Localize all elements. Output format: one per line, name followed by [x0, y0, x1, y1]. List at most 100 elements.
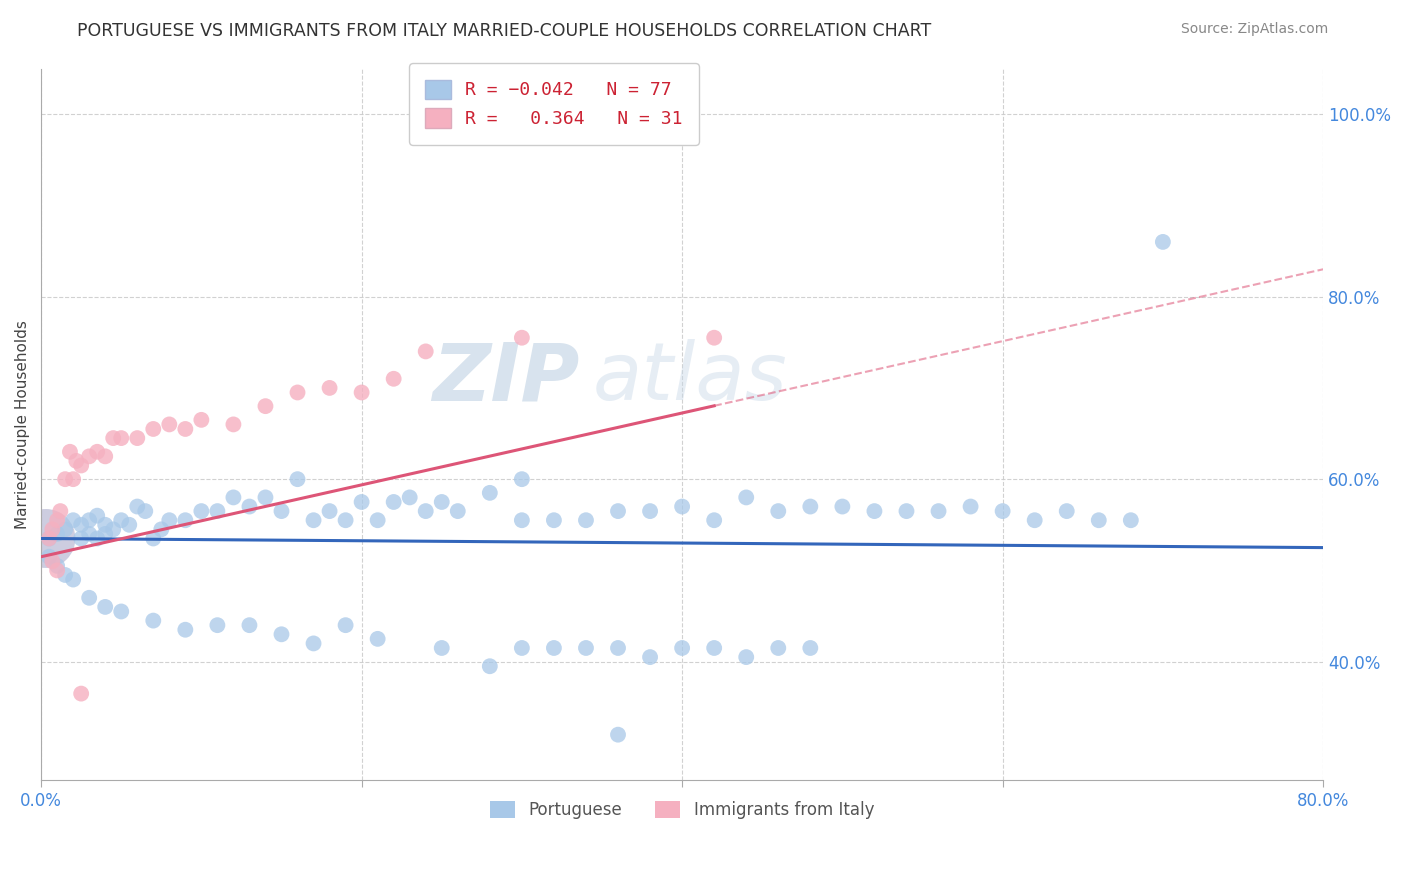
Point	[222, 417, 245, 432]
Point	[318, 381, 340, 395]
Point	[543, 513, 565, 527]
Point	[350, 385, 373, 400]
Point	[110, 605, 132, 619]
Point	[49, 504, 72, 518]
Point	[94, 517, 117, 532]
Point	[174, 623, 197, 637]
Point	[94, 527, 117, 541]
Point	[110, 431, 132, 445]
Point	[59, 444, 82, 458]
Point	[254, 399, 277, 413]
Point	[65, 454, 87, 468]
Point	[318, 504, 340, 518]
Point	[174, 422, 197, 436]
Point	[638, 650, 661, 665]
Point	[142, 614, 165, 628]
Point	[575, 640, 598, 655]
Point	[207, 504, 229, 518]
Point	[543, 640, 565, 655]
Point	[335, 618, 357, 632]
Point	[607, 504, 630, 518]
Point	[103, 522, 125, 536]
Point	[367, 513, 389, 527]
Point	[86, 444, 108, 458]
Point	[174, 513, 197, 527]
Point	[430, 640, 453, 655]
Point	[41, 522, 63, 536]
Point	[110, 513, 132, 527]
Point	[735, 491, 758, 505]
Point	[35, 532, 58, 546]
Point	[38, 549, 60, 564]
Point	[53, 522, 76, 536]
Point	[510, 640, 533, 655]
Point	[335, 513, 357, 527]
Point	[41, 554, 63, 568]
Point	[207, 618, 229, 632]
Point	[46, 558, 69, 573]
Point	[70, 458, 93, 473]
Point	[991, 504, 1014, 518]
Point	[62, 472, 84, 486]
Point	[1152, 235, 1174, 249]
Text: ZIP: ZIP	[432, 339, 579, 417]
Point	[38, 532, 60, 546]
Point	[671, 640, 693, 655]
Point	[270, 504, 292, 518]
Point	[38, 532, 60, 546]
Point	[768, 640, 790, 655]
Text: Source: ZipAtlas.com: Source: ZipAtlas.com	[1181, 22, 1329, 37]
Point	[382, 495, 405, 509]
Point	[398, 491, 420, 505]
Point	[863, 504, 886, 518]
Point	[799, 640, 821, 655]
Point	[118, 517, 141, 532]
Point	[70, 687, 93, 701]
Point	[190, 504, 212, 518]
Point	[287, 472, 309, 486]
Point	[799, 500, 821, 514]
Point	[46, 563, 69, 577]
Point	[142, 422, 165, 436]
Point	[367, 632, 389, 646]
Point	[103, 431, 125, 445]
Point	[70, 532, 93, 546]
Point	[157, 417, 180, 432]
Point	[478, 486, 501, 500]
Point	[302, 513, 325, 527]
Point	[510, 472, 533, 486]
Point	[447, 504, 470, 518]
Point	[86, 532, 108, 546]
Point	[190, 413, 212, 427]
Point	[703, 513, 725, 527]
Point	[607, 728, 630, 742]
Point	[430, 495, 453, 509]
Point	[1087, 513, 1109, 527]
Point	[703, 640, 725, 655]
Point	[142, 532, 165, 546]
Point	[157, 513, 180, 527]
Point	[510, 513, 533, 527]
Point	[222, 491, 245, 505]
Point	[302, 636, 325, 650]
Point	[53, 472, 76, 486]
Point	[70, 517, 93, 532]
Point	[46, 527, 69, 541]
Point	[959, 500, 981, 514]
Point	[1056, 504, 1078, 518]
Point	[735, 650, 758, 665]
Y-axis label: Married-couple Households: Married-couple Households	[15, 320, 30, 529]
Point	[86, 508, 108, 523]
Point	[510, 331, 533, 345]
Point	[1119, 513, 1142, 527]
Point	[238, 500, 260, 514]
Legend: Portuguese, Immigrants from Italy: Portuguese, Immigrants from Italy	[484, 794, 882, 825]
Point	[270, 627, 292, 641]
Point	[1024, 513, 1046, 527]
Text: PORTUGUESE VS IMMIGRANTS FROM ITALY MARRIED-COUPLE HOUSEHOLDS CORRELATION CHART: PORTUGUESE VS IMMIGRANTS FROM ITALY MARR…	[77, 22, 932, 40]
Point	[671, 500, 693, 514]
Point	[382, 372, 405, 386]
Point	[478, 659, 501, 673]
Point	[896, 504, 918, 518]
Point	[94, 450, 117, 464]
